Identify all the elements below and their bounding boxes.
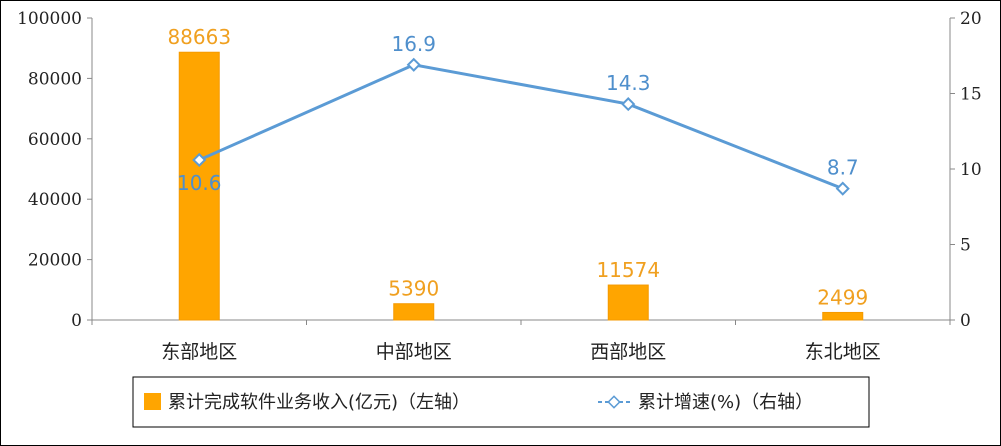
category-label: 东部地区 bbox=[161, 341, 237, 363]
bar-value-label: 5390 bbox=[388, 277, 439, 301]
line-point bbox=[192, 152, 207, 168]
bar-value-label: 2499 bbox=[817, 285, 868, 309]
growth-line bbox=[198, 63, 844, 191]
bar-value-label: 11574 bbox=[596, 258, 660, 282]
bar bbox=[393, 303, 435, 321]
category-label: 东北地区 bbox=[805, 341, 881, 363]
left-axis-tick-label: 80000 bbox=[28, 69, 82, 89]
right-axis-tick-label: 5 bbox=[960, 236, 971, 256]
bar-value-label: 88663 bbox=[167, 25, 231, 49]
bar bbox=[178, 51, 220, 321]
line-value-label: 8.7 bbox=[827, 156, 859, 180]
legend-line-marker bbox=[607, 395, 621, 409]
right-axis-tick-label: 15 bbox=[960, 85, 982, 105]
bar-series bbox=[178, 51, 864, 321]
left-axis-tick-label: 100000 bbox=[17, 9, 82, 29]
legend: 累计完成软件业务收入(亿元)（左轴） 累计增速(%)（右轴） bbox=[132, 376, 870, 428]
left-axis-tick-label: 20000 bbox=[28, 251, 82, 271]
legend-bar-swatch bbox=[144, 393, 161, 410]
line-point bbox=[621, 96, 636, 112]
line-value-label: 14.3 bbox=[606, 71, 651, 95]
line-series bbox=[192, 57, 850, 196]
category-label: 西部地区 bbox=[590, 341, 666, 363]
left-axis-tick-label: 60000 bbox=[28, 130, 82, 150]
legend-bar-label: 累计完成软件业务收入(亿元)（左轴） bbox=[168, 392, 470, 413]
data-labels: 88663 5390 11574 2499 10.6 16.9 14.3 8.7 bbox=[167, 25, 868, 309]
bar bbox=[607, 284, 649, 321]
line-point bbox=[835, 181, 850, 196]
line-point bbox=[406, 57, 421, 72]
right-axis-tick-label: 20 bbox=[960, 9, 982, 29]
left-axis-tick-label: 40000 bbox=[28, 190, 82, 210]
axes: 0 20000 40000 60000 80000 100000 0 5 10 15 20 东部地区 中… bbox=[17, 9, 982, 363]
line-value-label: 16.9 bbox=[391, 32, 436, 56]
category-label: 中部地区 bbox=[376, 341, 452, 363]
right-axis-tick-label: 0 bbox=[960, 311, 971, 331]
right-axis-tick-label: 10 bbox=[960, 160, 982, 180]
left-axis-tick-label: 0 bbox=[71, 311, 82, 331]
legend-line-label: 累计增速(%)（右轴） bbox=[638, 392, 813, 413]
legend-box bbox=[132, 376, 870, 428]
bar bbox=[822, 311, 864, 321]
line-value-label: 10.6 bbox=[177, 171, 222, 195]
